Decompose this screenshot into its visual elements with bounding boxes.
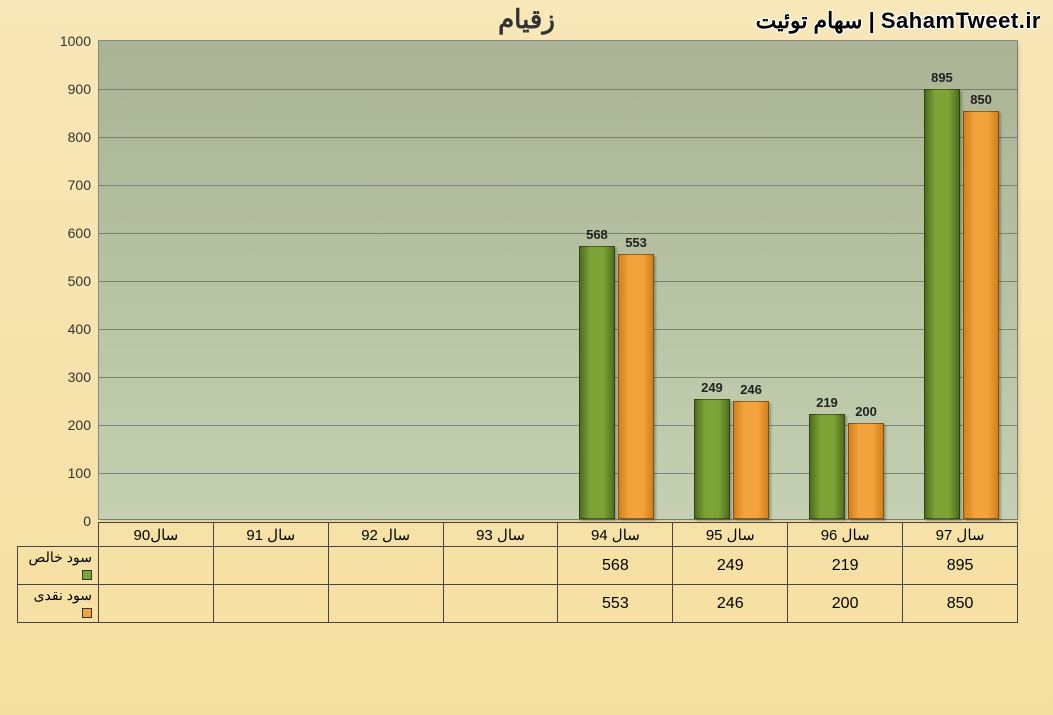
- chart-plot-area: 568553249246219200895850 010020030040050…: [98, 40, 1018, 520]
- table-category-header: سال 96: [788, 523, 903, 547]
- table-cell: [213, 547, 328, 585]
- y-tick-label: 500: [29, 273, 99, 289]
- table-category-header: سال 97: [903, 523, 1018, 547]
- y-tick-label: 300: [29, 369, 99, 385]
- y-tick-label: 800: [29, 129, 99, 145]
- legend-swatch: [82, 608, 92, 618]
- table-cell: 249: [673, 547, 788, 585]
- table-category-header: سال 93: [443, 523, 558, 547]
- table-cell: [443, 585, 558, 623]
- series-row-header: سود خالص: [18, 547, 99, 585]
- table-category-header: سال 92: [328, 523, 443, 547]
- y-tick-label: 200: [29, 417, 99, 433]
- y-tick-label: 400: [29, 321, 99, 337]
- watermark: سهام توئیت | SahamTweet.ir: [756, 8, 1041, 34]
- bar-value-label: 200: [855, 404, 877, 419]
- bar: [809, 414, 846, 519]
- table-cell: [213, 585, 328, 623]
- y-tick-label: 1000: [29, 33, 99, 49]
- table-cell: 850: [903, 585, 1018, 623]
- bar: [694, 399, 731, 519]
- table-category-header: سال 95: [673, 523, 788, 547]
- table-cell: [443, 547, 558, 585]
- table-category-header: سال90: [98, 523, 213, 547]
- table-cell: 553: [558, 585, 673, 623]
- table-cell: 895: [903, 547, 1018, 585]
- bar-value-label: 850: [970, 92, 992, 107]
- table-category-header: سال 94: [558, 523, 673, 547]
- bar: [579, 246, 616, 519]
- y-tick-label: 100: [29, 465, 99, 481]
- table-cell: [328, 585, 443, 623]
- bar-value-label: 249: [701, 380, 723, 395]
- table-cell: 219: [788, 547, 903, 585]
- series-name: سود نقدی: [34, 587, 92, 603]
- table-row: سود نقدی 553246200850: [18, 585, 1018, 623]
- table-row: سود خالص 568249219895: [18, 547, 1018, 585]
- table-corner: [18, 523, 99, 547]
- bar: [963, 111, 1000, 519]
- bar: [618, 254, 655, 519]
- series-row-header: سود نقدی: [18, 585, 99, 623]
- bar-value-label: 568: [586, 227, 608, 242]
- series-name: سود خالص: [29, 549, 92, 565]
- bar-value-label: 246: [740, 382, 762, 397]
- legend-swatch: [82, 570, 92, 580]
- table-category-header: سال 91: [213, 523, 328, 547]
- table-cell: 200: [788, 585, 903, 623]
- y-tick-label: 900: [29, 81, 99, 97]
- bar: [848, 423, 885, 519]
- bar-value-label: 219: [816, 395, 838, 410]
- y-tick-label: 700: [29, 177, 99, 193]
- table-cell: 246: [673, 585, 788, 623]
- bar-value-label: 895: [931, 70, 953, 85]
- bar: [733, 401, 770, 519]
- table-cell: [98, 585, 213, 623]
- bars-layer: 568 553 249 246 219 200 895 850: [99, 41, 1017, 519]
- y-tick-label: 600: [29, 225, 99, 241]
- table-cell: [98, 547, 213, 585]
- data-table: سال90سال 91سال 92سال 93سال 94سال 95سال 9…: [17, 522, 1018, 623]
- table-cell: [328, 547, 443, 585]
- bar-value-label: 553: [625, 235, 647, 250]
- bar: [924, 89, 961, 519]
- table-cell: 568: [558, 547, 673, 585]
